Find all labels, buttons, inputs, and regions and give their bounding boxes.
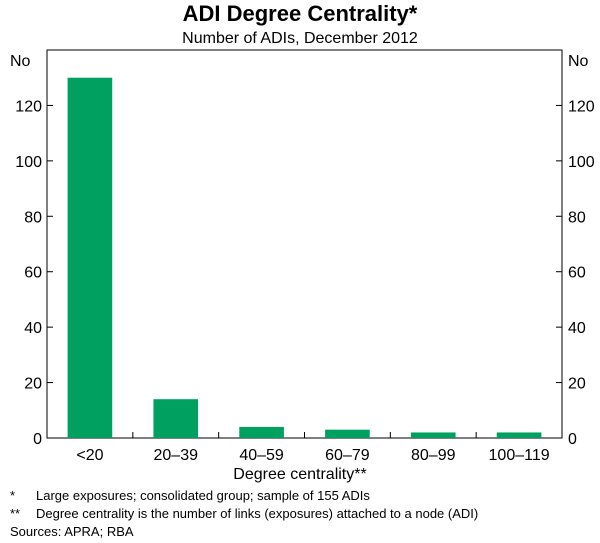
left-tick-label-5: 100 <box>15 154 42 171</box>
right-tick-label-1: 20 <box>568 376 586 393</box>
right-tick-label-4: 80 <box>568 209 586 226</box>
right-tick-label-6: 120 <box>568 98 595 115</box>
x-tick-label-5: 100–119 <box>489 447 550 464</box>
left-tick-label-3: 60 <box>24 265 42 282</box>
left-tick-label-1: 20 <box>24 376 42 393</box>
footnote-1-text: Large exposures; consolidated group; sam… <box>36 488 370 503</box>
chart-title: ADI Degree Centrality* <box>183 1 418 26</box>
bar-5 <box>496 432 542 438</box>
x-tick-label-2: 40–59 <box>239 447 284 464</box>
bar-4 <box>410 432 456 438</box>
bars-group <box>67 77 542 438</box>
ticks-group: 0 0 20 20 40 40 60 60 80 80 100 100 120 120 <box>15 98 595 448</box>
left-tick-label-0: 0 <box>33 431 42 448</box>
right-tick-label-2: 40 <box>568 320 586 337</box>
x-axis-label: Degree centrality** <box>233 466 366 483</box>
left-axis-unit: No <box>10 53 31 70</box>
x-tick-label-0: <20 <box>76 447 103 464</box>
chart-subtitle: Number of ADIs, December 2012 <box>182 30 418 47</box>
sources-note: Sources: APRA; RBA <box>10 524 134 539</box>
bar-2 <box>239 426 284 438</box>
x-tick-label-4: 80–99 <box>411 447 456 464</box>
right-tick-label-0: 0 <box>568 431 577 448</box>
right-tick-label-3: 60 <box>568 265 586 282</box>
footnote-2-mark: ** <box>10 506 21 521</box>
x-tick-label-1: 20–39 <box>154 447 199 464</box>
x-tick-labels-group: <20 20–39 40–59 60–79 80–99 100–119 <box>76 432 550 464</box>
footnote-2: ** Degree centrality is the number of lin… <box>10 505 478 523</box>
bar-3 <box>325 429 370 438</box>
bar-1 <box>153 399 199 438</box>
right-tick-label-5: 100 <box>568 154 595 171</box>
left-tick-label-4: 80 <box>24 209 42 226</box>
bar-0 <box>67 77 113 438</box>
footnote-1: * Large exposures; consolidated group; sa… <box>10 487 370 505</box>
right-axis-unit: No <box>568 53 589 70</box>
x-tick-label-3: 60–79 <box>325 447 370 464</box>
left-tick-label-2: 40 <box>24 320 42 337</box>
plot-frame <box>46 49 563 439</box>
footnote-2-text: Degree centrality is the number of links… <box>36 506 479 521</box>
left-tick-label-6: 120 <box>15 98 42 115</box>
footnote-1-mark: * <box>10 488 16 503</box>
